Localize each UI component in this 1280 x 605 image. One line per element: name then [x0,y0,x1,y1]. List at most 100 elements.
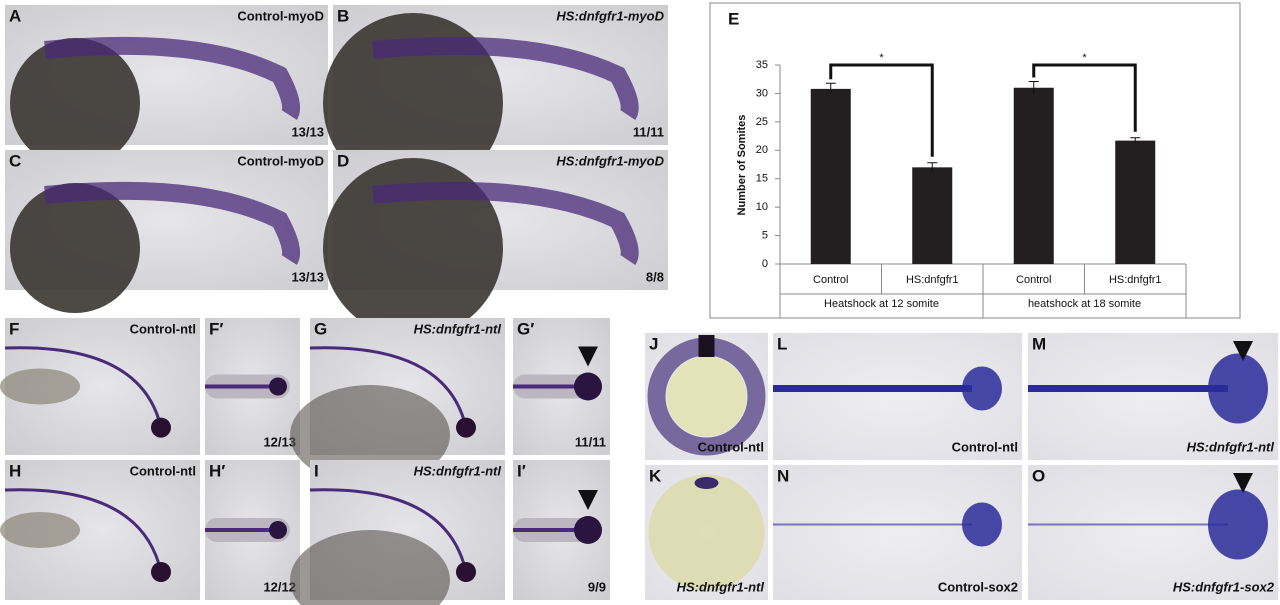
stain-tip [151,562,171,582]
stain [372,181,639,266]
error-bar [927,162,938,172]
stain [4,346,163,428]
stain [309,488,468,573]
arrowhead [1233,473,1253,493]
image-panel: H Control-ntl [0,460,200,600]
stain-tip [1208,489,1268,560]
panel-label: D [337,151,349,170]
x-tick-label: HS:dnfgfr1 [906,274,959,286]
gut [0,368,80,405]
arrowhead [1233,341,1253,361]
image-panel: G′ 11/11 [513,318,610,455]
error-bar [1130,137,1141,144]
panel-count: 8/8 [646,269,664,284]
y-tick-label: 20 [756,144,768,156]
panel-count: 12/13 [263,434,296,449]
panel-caption: Control-myoD [237,153,324,168]
group-label: Heatshock at 12 somite [824,298,939,310]
group-label: heatshock at 18 somite [1028,298,1141,310]
stain-tip [574,372,602,401]
image-panel: G HS:dnfgfr1-ntl [290,318,505,485]
panel-count: 13/13 [291,269,324,284]
panel-label: N [777,466,789,485]
y-tick-label: 10 [756,201,768,213]
y-tick-label: 30 [756,87,768,99]
panel-label: H [9,461,21,480]
panel-caption: HS:dnfgfr1-myoD [556,153,664,168]
y-axis-label: Number of Somites [736,115,748,216]
yolk [10,38,140,168]
image-panel: D HS:dnfgfr1-myoD 8/8 [323,150,668,338]
panel-label: G′ [517,319,534,338]
y-tick-label: 35 [756,59,768,71]
panel-caption: Control-myoD [237,8,324,23]
panel-label: C [9,151,21,170]
image-panel: B HS:dnfgfr1-myoD 11/11 [323,5,668,193]
y-tick-label: 5 [762,229,768,241]
panel-caption: HS:dnfgfr1-sox2 [1173,579,1275,594]
panel-label: H′ [209,461,225,480]
stain-tip [456,417,476,438]
y-tick-label: 15 [756,173,768,185]
image-panel: L Control-ntl [773,333,1022,460]
yolk [323,13,503,193]
panel-label: O [1032,466,1045,485]
stain-tip [151,417,171,438]
arrowhead [578,490,598,510]
image-panel: F Control-ntl [0,318,200,455]
x-tick-label: HS:dnfgfr1 [1109,274,1162,286]
panel-count: 11/11 [633,124,664,139]
image-panel: A Control-myoD 13/13 [5,5,328,168]
stain [694,477,719,489]
y-tick-label: 0 [762,258,768,270]
gut [0,512,80,548]
yolk [290,530,450,605]
image-panel: F′ 12/13 [205,318,300,455]
bar [1013,87,1054,264]
stain-tip [962,366,1002,411]
chart-frame [709,2,1241,319]
panel-caption: HS:dnfgfr1-ntl [1187,439,1275,454]
image-panel: K HS:dnfgfr1-ntl [645,465,768,600]
error-bar [1028,80,1039,94]
panel-caption: Control-ntl [130,463,196,478]
image-panel: O HS:dnfgfr1-sox2 [1028,465,1278,600]
center [666,356,747,437]
panel-label: M [1032,334,1046,353]
panel-caption: HS:dnfgfr1-myoD [556,8,664,23]
chart-title: E [728,9,739,28]
embryo [648,474,765,591]
image-panel: I′ 9/9 [513,460,610,600]
bar [912,167,953,264]
panel-count: 11/11 [575,434,606,449]
x-tick-label: Control [813,274,848,286]
panel-caption: HS:dnfgfr1-ntl [414,321,502,336]
panel-caption: Control-ntl [698,439,764,454]
panel-label: F [9,319,19,338]
significance-mark: * [1082,52,1087,64]
yolk [10,183,140,313]
significance-bracket [829,63,934,157]
image-panel: C Control-myoD 13/13 [5,150,328,313]
panel-label: B [337,6,349,25]
bar [810,88,851,264]
image-panel: N Control-sox2 [773,465,1022,600]
stain [44,181,301,265]
panel-count: 9/9 [588,579,606,594]
stain-tip [574,516,602,544]
panel-caption: Control-sox2 [938,579,1018,594]
panel-label: J [649,334,658,353]
x-tick-label: Control [1016,274,1051,286]
bar [1115,140,1156,264]
panel-label: I [314,461,319,480]
panel-label: I′ [517,461,526,480]
panel-count: 13/13 [291,124,324,139]
stain [309,346,468,428]
significance-bracket [1032,63,1137,132]
panel-label: K [649,466,662,485]
image-panel: M HS:dnfgfr1-ntl [1028,333,1278,460]
shield [698,335,715,357]
panel-label: F′ [209,319,223,338]
stain-tip [269,377,287,396]
